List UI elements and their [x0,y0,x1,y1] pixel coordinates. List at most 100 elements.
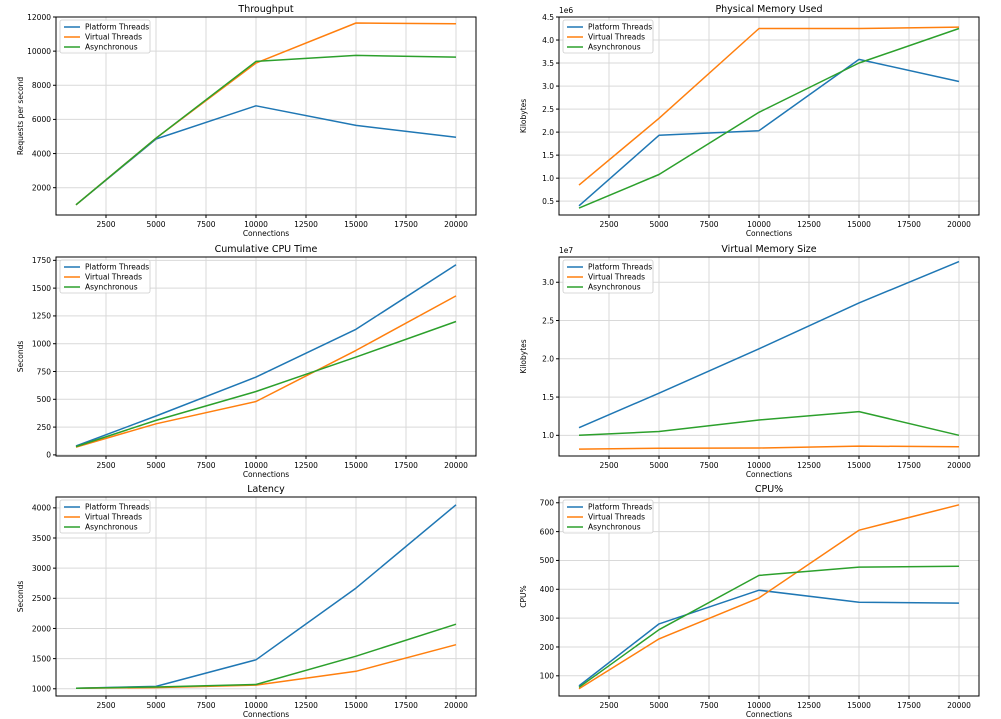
chart-2-xtick-label-1: 5000 [649,220,668,229]
chart-3-xtick-label-3: 10000 [244,461,268,470]
chart-2-ytick-label-1: 1.0 [542,174,554,183]
chart-1-xtick-label-0: 2500 [96,220,115,229]
chart-5-plot-frame [55,496,477,697]
chart-2-series-platform-line [578,58,960,207]
chart-4-ylabel: Kilobytes [519,339,528,373]
chart-5-ytick-label-2: 2000 [32,624,51,633]
chart-4-series-platform-line [578,260,960,429]
chart-4-ytick-label-4: 3.0 [542,278,554,287]
chart-6-xtick-label-7: 20000 [947,701,971,710]
chart-5-xtick-label-5: 15000 [344,701,368,710]
chart-3-xtick-label-0: 2500 [96,461,115,470]
chart-1-ytick-label-4: 10000 [27,47,51,56]
chart-2-series-virtual-line [578,26,960,186]
chart-6-ytick-label-4: 500 [540,556,555,565]
chart-5-ytick-label-4: 3000 [32,564,51,573]
chart-3-xtick-label-2: 7500 [196,461,215,470]
chart-4-xtick-label-2: 7500 [699,461,718,470]
chart-1-xtick-label-3: 10000 [244,220,268,229]
chart-1-legend-label-platform: Platform Threads [85,23,149,32]
chart-3-ytick-label-0: 0 [46,451,51,460]
chart-1-series-platform-line [75,105,457,206]
chart-4-ytick-label-3: 2.5 [542,316,554,325]
chart-2-series-async-line [578,27,960,209]
chart-2-ytick-label-7: 4.0 [542,36,554,45]
chart-4-xtick-label-7: 20000 [947,461,971,470]
chart-6-ytick-label-6: 700 [540,499,555,508]
chart-2-title: Physical Memory Used [715,4,822,15]
chart-1-xtick-label-4: 12500 [294,220,318,229]
chart-2-ytick-label-0: 0.5 [542,197,554,206]
chart-6-xlabel: Connections [746,710,792,719]
chart-1: 2500 5000 7500 10000 12500 15000 17500 20000 200… [16,4,477,238]
chart-6-ytick-label-1: 200 [540,643,555,652]
chart-4-title: Virtual Memory Size [721,244,816,255]
chart-2-plot-frame [558,16,980,216]
chart-3-ytick-label-5: 1250 [32,312,51,321]
chart-4-series-virtual-line [578,445,960,450]
chart-2-legend-label-platform: Platform Threads [588,23,652,32]
chart-5-xtick-label-7: 20000 [444,701,468,710]
chart-1-ytick-label-1: 4000 [32,149,51,158]
chart-4-xtick-label-4: 12500 [797,461,821,470]
chart-1-legend-box [59,19,151,54]
chart-3-legend-box [59,259,151,294]
chart-1-xtick-label-6: 17500 [394,220,418,229]
chart-1-ytick-label-2: 6000 [32,115,51,124]
chart-5-xtick-label-4: 12500 [294,701,318,710]
chart-6-xtick-label-5: 15000 [847,701,871,710]
chart-2-ytick-label-8: 4.5 [542,13,554,22]
chart-4-legend-label-platform: Platform Threads [588,263,652,272]
chart-6-legend-label-async: Asynchronous [588,523,641,532]
chart-1-ytick-label-0: 2000 [32,183,51,192]
chart-3-series-async-line [75,320,457,448]
chart-2-ylabel: Kilobytes [519,99,528,133]
chart-3-ytick-label-6: 1500 [32,284,51,293]
chart-3-series-platform-line [75,264,457,447]
chart-3-title: Cumulative CPU Time [215,244,318,255]
chart-5-xtick-label-1: 5000 [146,701,165,710]
chart-5-xtick-label-0: 2500 [96,701,115,710]
chart-4-ytick-label-1: 1.5 [542,393,554,402]
chart-4-xtick-label-0: 2500 [599,461,618,470]
chart-3-xtick-label-6: 17500 [394,461,418,470]
chart-3-ytick-label-3: 750 [37,367,52,376]
chart-3-plot-frame [55,256,477,457]
chart-5-ytick-label-1: 1500 [32,654,51,663]
chart-3-legend-label-virtual: Virtual Threads [85,273,142,282]
chart-6-series-platform-line [578,589,960,687]
chart-5-ytick-label-0: 1000 [32,685,51,694]
chart-6-ytick-label-0: 100 [540,672,555,681]
chart-6-legend-box [562,499,654,534]
chart-1-ylabel: Requests per second [16,77,25,156]
chart-4-xtick-label-3: 10000 [747,461,771,470]
chart-1-plot-frame [55,16,477,216]
chart-1-xlabel: Connections [243,229,289,238]
chart-5-legend-label-async: Asynchronous [85,523,138,532]
chart-1-legend-label-async: Asynchronous [85,43,138,52]
chart-3-xtick-label-7: 20000 [444,461,468,470]
chart-5: 2500 5000 7500 10000 12500 15000 17500 20000 100… [16,484,477,719]
chart-5-legend-label-platform: Platform Threads [85,503,149,512]
chart-5-xtick-label-3: 10000 [244,701,268,710]
chart-3-ytick-label-2: 500 [37,395,52,404]
chart-2-xtick-label-6: 17500 [897,220,921,229]
chart-4-xtick-label-6: 17500 [897,461,921,470]
chart-6-ytick-label-5: 600 [540,527,555,536]
chart-4: 2500 5000 7500 10000 12500 15000 17500 20000 1.0… [519,244,980,479]
chart-4-ytick-label-0: 1.0 [542,431,554,440]
chart-6-xtick-label-0: 2500 [599,701,618,710]
chart-3-legend-label-platform: Platform Threads [85,263,149,272]
chart-1-ytick-label-3: 8000 [32,81,51,90]
chart-4-legend-box [562,259,654,294]
chart-4-xtick-label-1: 5000 [649,461,668,470]
chart-5-legend-label-virtual: Virtual Threads [85,513,142,522]
chart-5-ytick-label-5: 3500 [32,534,51,543]
chart-2: 2500 5000 7500 10000 12500 15000 17500 20000 0.5… [519,4,980,238]
chart-1-xtick-label-5: 15000 [344,220,368,229]
